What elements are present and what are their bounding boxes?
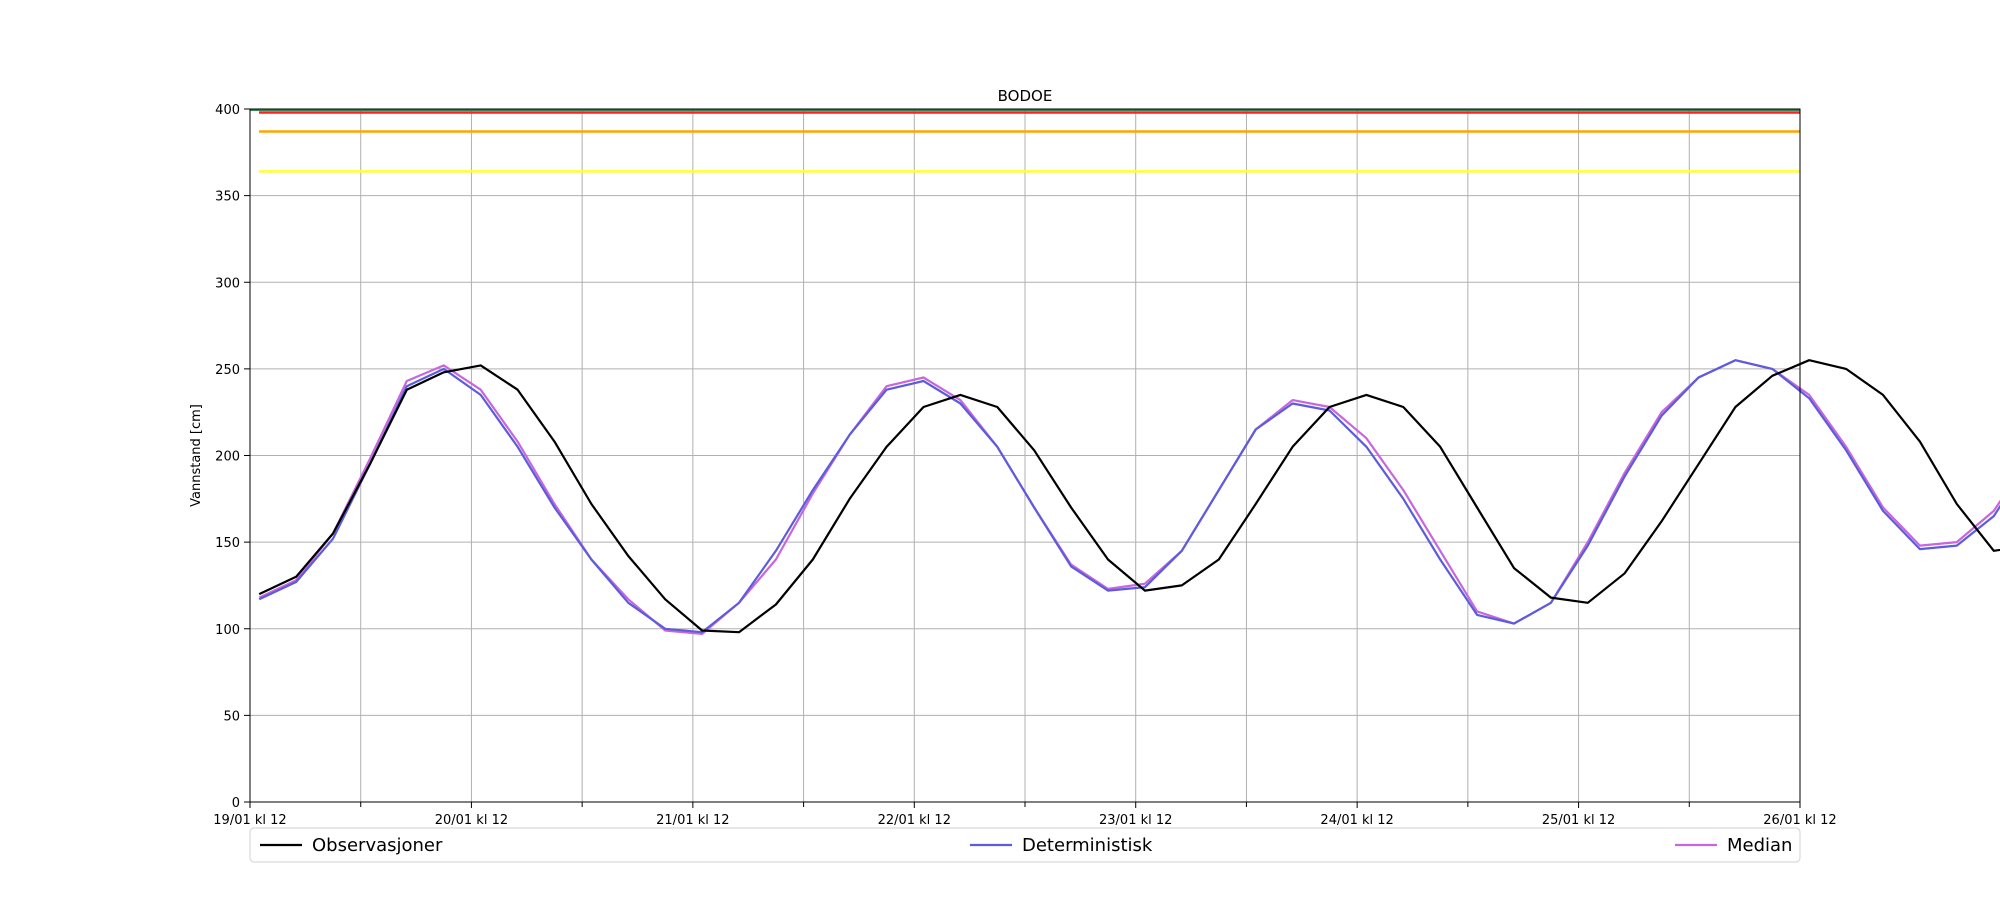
x-tick-label: 26/01 kl 12 xyxy=(1763,813,1836,828)
y-tick-label: 350 xyxy=(215,190,240,205)
y-tick-label: 400 xyxy=(215,103,240,118)
x-axis: 19/01 kl 12 20/01 kl 12 21/01 kl 12 22/01 k… xyxy=(213,802,1837,828)
y-tick-label: 0 xyxy=(232,796,240,811)
y-tick-label: 300 xyxy=(215,276,240,291)
chart-title: BODOE xyxy=(998,87,1053,105)
x-tick-label: 22/01 kl 12 xyxy=(878,813,951,828)
y-tick-label: 150 xyxy=(215,536,240,551)
y-axis-label: Vannstand [cm] xyxy=(189,404,204,507)
series-lines xyxy=(258,359,2000,636)
y-tick-label: 100 xyxy=(215,623,240,638)
x-tick-label: 24/01 kl 12 xyxy=(1320,813,1393,828)
x-tick-label: 21/01 kl 12 xyxy=(656,813,729,828)
series-line-observasjoner xyxy=(258,359,2000,634)
threshold-lines xyxy=(250,109,1800,173)
series-line-deterministisk xyxy=(258,359,2000,634)
legend-label: Observasjoner xyxy=(312,835,443,856)
x-tick-label: 25/01 kl 12 xyxy=(1542,813,1615,828)
y-tick-label: 50 xyxy=(223,709,240,724)
legend-label: Deterministisk xyxy=(1022,835,1153,856)
x-tick-label: 20/01 kl 12 xyxy=(435,813,508,828)
y-axis: 0 50 100 150 200 250 300 350 400 xyxy=(215,103,250,811)
y-tick-label: 200 xyxy=(215,450,240,465)
y-tick-label: 250 xyxy=(215,363,240,378)
x-tick-label: 23/01 kl 12 xyxy=(1099,813,1172,828)
x-tick-label: 19/01 kl 12 xyxy=(213,813,286,828)
legend-box xyxy=(249,827,1801,863)
legend-label: Median xyxy=(1727,835,1792,856)
legend: Observasjoner Deterministisk Median xyxy=(249,827,1801,863)
